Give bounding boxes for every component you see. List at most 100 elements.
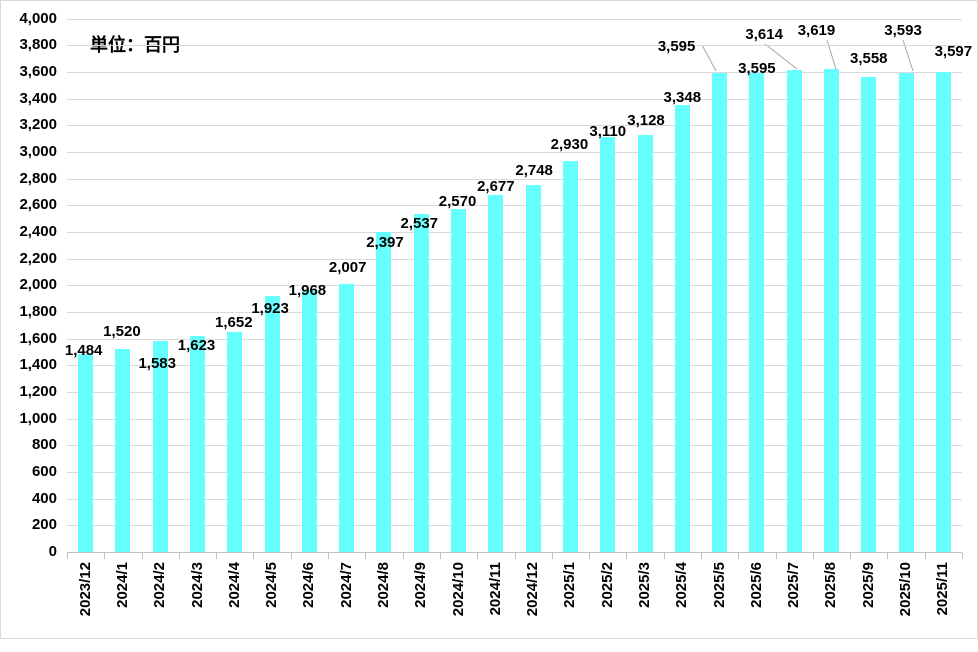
bar xyxy=(712,72,728,552)
axis-tick xyxy=(850,553,852,559)
axis-tick xyxy=(887,553,889,559)
gridline xyxy=(67,365,962,367)
data-label: 2,397 xyxy=(366,234,404,252)
bar xyxy=(562,161,578,552)
bar xyxy=(190,335,206,552)
gridline xyxy=(67,71,962,73)
axis-tick xyxy=(439,553,441,559)
data-label: 3,110 xyxy=(589,123,627,141)
y-axis-label: 1,600 xyxy=(19,329,57,347)
y-axis-label: 4,000 xyxy=(19,9,57,27)
bar xyxy=(301,289,317,552)
axis-tick xyxy=(477,553,479,559)
axis-tick xyxy=(216,553,218,559)
bar xyxy=(264,295,280,552)
axis-tick xyxy=(514,553,516,559)
bar xyxy=(227,331,243,552)
y-axis-label: 3,200 xyxy=(19,116,57,134)
bar xyxy=(786,69,802,552)
gridline xyxy=(67,98,962,100)
bar xyxy=(525,185,541,552)
data-label: 2,537 xyxy=(400,214,439,232)
gridline xyxy=(67,231,962,233)
gridline xyxy=(67,445,962,447)
gridline xyxy=(67,45,962,47)
bar xyxy=(935,72,951,552)
bar xyxy=(339,284,355,552)
y-axis-label: 3,800 xyxy=(19,36,57,54)
y-axis-label: 0 xyxy=(48,543,57,560)
axis-tick xyxy=(67,553,68,559)
data-label: 3,348 xyxy=(663,89,702,107)
axis-tick xyxy=(775,553,777,559)
axis-tick xyxy=(738,553,740,559)
data-label: 3,597 xyxy=(934,43,973,61)
gridline xyxy=(67,311,962,313)
axis-tick xyxy=(328,553,330,559)
y-axis-label: 1,400 xyxy=(19,356,57,374)
bar xyxy=(488,194,504,552)
y-axis-label: 3,400 xyxy=(19,89,57,107)
data-label: 1,968 xyxy=(288,281,327,299)
data-label: 2,677 xyxy=(477,177,515,195)
data-label: 2,748 xyxy=(515,162,553,180)
axis-tick xyxy=(626,553,628,559)
axis-tick xyxy=(924,553,926,559)
x-axis-line xyxy=(67,552,962,553)
bar xyxy=(600,137,616,552)
axis-tick xyxy=(141,553,143,559)
data-label: 1,520 xyxy=(103,323,141,341)
axis-tick xyxy=(589,553,591,559)
axis-tick xyxy=(663,553,665,559)
y-axis-label: 200 xyxy=(31,516,57,534)
data-label: 3,614 xyxy=(745,25,783,43)
data-label: 1,484 xyxy=(64,342,103,360)
bar xyxy=(78,354,94,552)
axis-tick xyxy=(402,553,404,559)
data-label: 3,619 xyxy=(797,22,836,40)
y-axis-label: 1,200 xyxy=(19,382,57,400)
bar xyxy=(861,77,877,552)
data-label: 3,128 xyxy=(627,111,665,129)
unit-label: 単位：百円 xyxy=(90,35,180,55)
bar xyxy=(413,213,429,552)
y-axis-label: 3,600 xyxy=(19,62,57,80)
data-label: 1,583 xyxy=(138,354,176,372)
data-label: 3,595 xyxy=(738,59,776,77)
axis-tick xyxy=(365,553,367,559)
bar xyxy=(376,232,392,552)
gridline xyxy=(67,498,962,500)
data-label: 1,923 xyxy=(251,299,289,317)
gridline xyxy=(67,258,962,260)
axis-tick xyxy=(253,553,255,559)
data-label: 2,930 xyxy=(550,136,589,154)
leader-line xyxy=(701,44,717,72)
bar xyxy=(152,340,168,552)
data-label: 3,593 xyxy=(884,21,922,39)
y-axis-label: 800 xyxy=(31,436,57,454)
gridline xyxy=(67,18,962,20)
y-axis-label: 2,000 xyxy=(19,276,57,294)
data-label: 1,623 xyxy=(177,336,216,354)
data-label: 3,558 xyxy=(849,50,888,68)
data-label: 3,595 xyxy=(657,37,696,55)
gridline xyxy=(67,151,962,153)
gridline xyxy=(67,205,962,207)
gridline xyxy=(67,418,962,420)
bar xyxy=(115,349,131,552)
y-axis-label: 1,800 xyxy=(19,302,57,320)
axis-tick xyxy=(290,553,292,559)
data-label: 2,007 xyxy=(328,259,367,277)
gridline xyxy=(67,471,962,473)
bar xyxy=(823,69,839,552)
y-axis-label: 3,000 xyxy=(19,142,57,160)
gridline xyxy=(67,125,962,127)
bar xyxy=(674,105,690,552)
bar xyxy=(898,72,914,552)
gridline xyxy=(67,178,962,180)
axis-tick xyxy=(812,553,814,559)
axis-tick xyxy=(962,553,963,559)
y-axis-label: 400 xyxy=(31,489,57,507)
data-label: 2,570 xyxy=(438,193,477,211)
